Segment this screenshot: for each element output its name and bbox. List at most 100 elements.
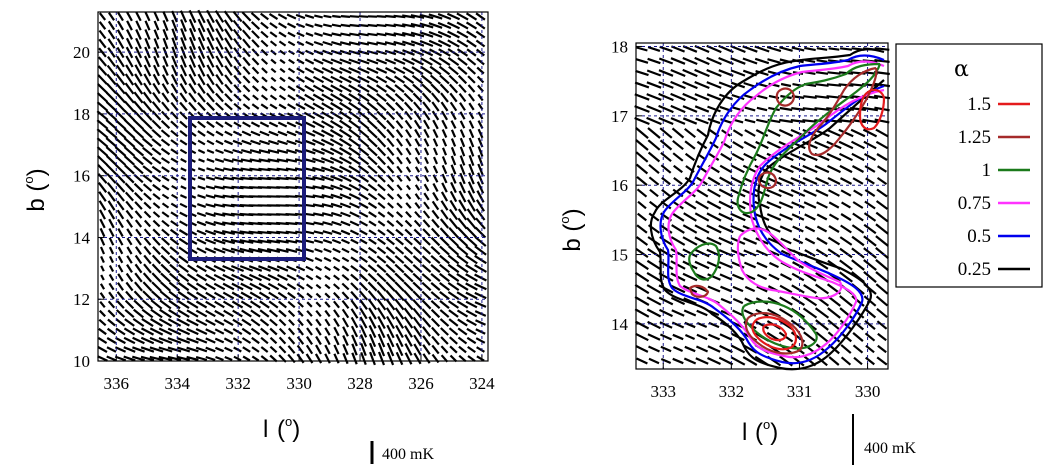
left-vector <box>279 67 286 74</box>
left-vector <box>233 121 242 128</box>
left-vector <box>296 283 305 290</box>
left-vector <box>305 265 314 272</box>
right-vector <box>742 356 758 366</box>
right-vector <box>709 141 719 149</box>
left-vector <box>441 147 448 156</box>
contour-1.25-d <box>688 284 710 298</box>
left-vector <box>303 111 316 120</box>
left-vector <box>332 247 341 254</box>
left-vector <box>170 211 179 218</box>
right-vector <box>852 332 864 342</box>
left-vector <box>177 290 190 301</box>
right-vector <box>706 68 722 78</box>
right-vector <box>766 176 782 186</box>
right-vector <box>659 333 673 341</box>
left-vector <box>440 336 449 345</box>
left-vector <box>287 103 296 110</box>
right-vector <box>731 261 745 269</box>
left-vector <box>448 309 459 318</box>
right-vector <box>802 307 818 319</box>
left-vector <box>171 28 178 41</box>
left-vector <box>169 254 180 265</box>
left-vector <box>135 228 142 237</box>
left-vector <box>333 318 340 327</box>
left-vector <box>450 129 457 138</box>
left-vector <box>296 22 305 29</box>
left-vector <box>144 37 151 50</box>
left-vector <box>313 230 324 235</box>
left-vector <box>359 307 368 320</box>
left-vector <box>366 58 379 65</box>
left-vector <box>296 31 305 38</box>
left-vector <box>456 272 469 283</box>
left-vector <box>287 40 296 47</box>
left-vector <box>232 327 243 336</box>
left-vector <box>432 147 439 156</box>
left-vector <box>341 265 350 272</box>
left-vector <box>250 309 261 318</box>
left-vector <box>277 130 288 137</box>
left-vector <box>314 14 323 19</box>
right-vector <box>718 224 734 234</box>
left-vector <box>251 66 260 75</box>
left-vector <box>320 157 335 164</box>
left-vector <box>152 82 161 95</box>
left-vector <box>186 273 199 282</box>
left-vector <box>99 209 106 220</box>
left-vector <box>465 263 478 274</box>
left-vector <box>126 29 133 40</box>
left-vector <box>251 346 260 353</box>
left-vector <box>467 84 476 93</box>
left-vector <box>377 155 386 166</box>
left-vector <box>268 139 279 146</box>
left-vector <box>456 291 469 300</box>
left-vector <box>242 93 251 102</box>
left-vector <box>133 91 144 104</box>
left-vector <box>396 138 403 147</box>
left-vector <box>214 319 225 326</box>
right-vector <box>635 345 649 353</box>
left-vector <box>277 121 288 128</box>
left-vector <box>285 239 298 244</box>
left-vector <box>457 57 468 66</box>
left-vector <box>114 109 127 122</box>
left-vector <box>313 67 324 74</box>
left-vector <box>215 83 224 94</box>
right-vector <box>815 331 829 343</box>
right-vector <box>694 44 710 54</box>
left-vector <box>107 38 116 49</box>
left-vector <box>393 32 406 37</box>
left-vector <box>99 246 106 255</box>
left-vector <box>339 110 352 121</box>
left-vector <box>99 227 106 238</box>
right-vector <box>694 260 710 270</box>
left-vector <box>195 328 208 335</box>
left-vector <box>241 337 252 344</box>
left-vector <box>324 292 331 299</box>
right-vector <box>814 164 830 174</box>
left-vector <box>420 74 433 85</box>
left-vector <box>376 128 387 139</box>
left-vector <box>222 291 235 300</box>
left-vector <box>249 282 262 291</box>
left-vector <box>457 318 468 327</box>
left-vector <box>142 156 153 165</box>
left-vector <box>125 200 134 211</box>
left-vector <box>475 21 486 30</box>
left-vector <box>421 317 432 328</box>
right-vector <box>671 309 685 317</box>
left-vector <box>180 19 187 32</box>
right-vector <box>648 357 660 365</box>
left-vector <box>340 229 351 236</box>
left-vector <box>171 10 178 23</box>
left-vector <box>367 255 378 264</box>
left-vector <box>330 119 343 130</box>
left-vector <box>412 316 423 329</box>
left-vector <box>179 73 188 86</box>
left-vector <box>114 100 127 113</box>
right-vector <box>768 273 780 281</box>
right-vector <box>707 333 721 341</box>
left-vector <box>266 239 281 244</box>
left-vector <box>250 130 261 137</box>
right-vector <box>682 68 698 78</box>
